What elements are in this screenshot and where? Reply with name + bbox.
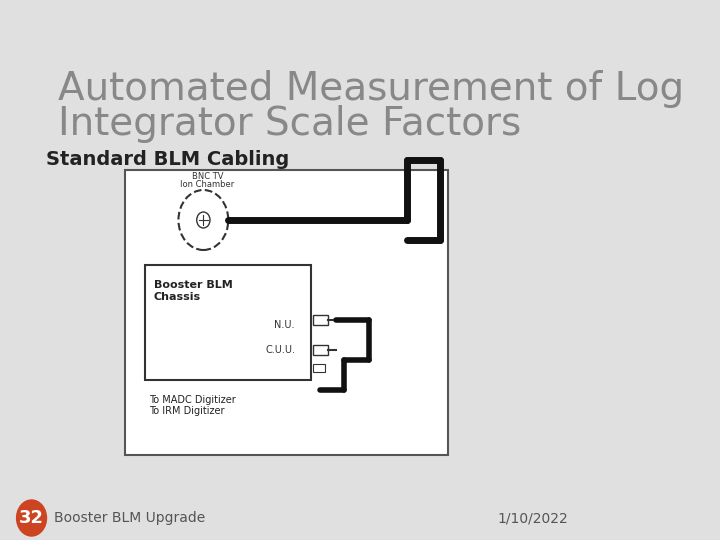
Text: Ion Chamber: Ion Chamber: [181, 180, 235, 189]
Text: C.U.U.: C.U.U.: [266, 345, 296, 355]
Text: BNC TV: BNC TV: [192, 172, 223, 181]
Bar: [313, 364, 325, 372]
Bar: [145, 265, 311, 380]
Text: Standard BLM Cabling: Standard BLM Cabling: [45, 150, 289, 169]
FancyBboxPatch shape: [125, 170, 449, 455]
Text: Automated Measurement of Log: Automated Measurement of Log: [58, 70, 684, 108]
Text: Chassis: Chassis: [153, 292, 201, 302]
Circle shape: [17, 500, 47, 536]
Text: 1/10/2022: 1/10/2022: [498, 511, 569, 525]
Text: Booster BLM: Booster BLM: [153, 280, 233, 290]
Text: Integrator Scale Factors: Integrator Scale Factors: [58, 105, 521, 143]
Text: Booster BLM Upgrade: Booster BLM Upgrade: [54, 511, 205, 525]
Text: To MADC Digitizer: To MADC Digitizer: [150, 395, 236, 405]
Text: N.U.: N.U.: [274, 320, 294, 330]
Text: 32: 32: [19, 509, 44, 527]
Bar: [313, 315, 328, 325]
Bar: [313, 345, 328, 355]
Text: To IRM Digitizer: To IRM Digitizer: [150, 406, 225, 416]
